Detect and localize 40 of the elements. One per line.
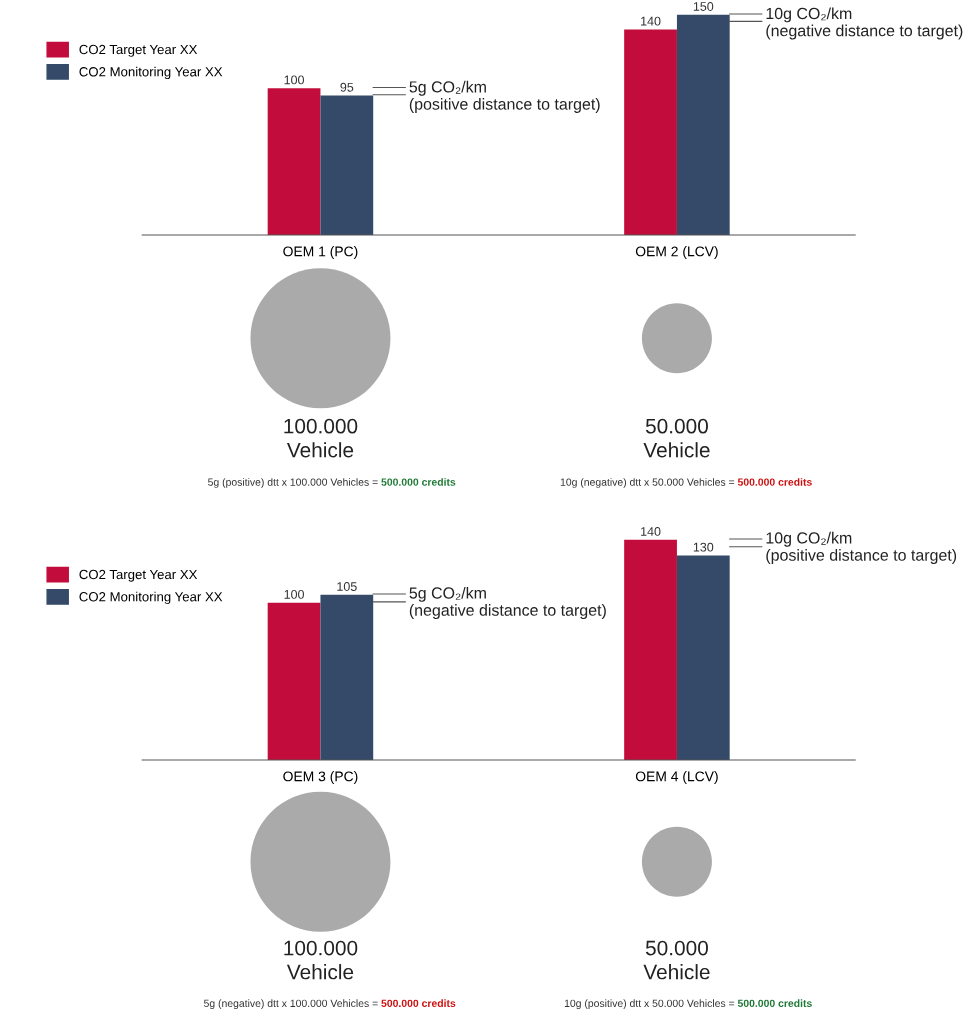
bar (624, 539, 677, 760)
data-label: 105 (337, 582, 357, 591)
text: 5g (positive) dtt x 100.000 Vehicles = (208, 478, 378, 488)
data-label: 100 (284, 75, 305, 85)
bar (320, 95, 374, 235)
bar (267, 602, 321, 760)
x-tick-label: OEM 2 (LCV) (635, 246, 718, 260)
bar (267, 88, 321, 235)
annotation: 5g CO₂/km (positive distance to target) (409, 80, 600, 113)
data-label: 140 (641, 527, 661, 536)
bar (624, 29, 677, 235)
text: 10g (negative) dtt x 50.000 Vehicles = (560, 478, 735, 488)
data-label: 140 (641, 16, 661, 26)
data-label: 130 (693, 542, 714, 552)
annotation: 5g CO₂/km (negative distance to target) (409, 586, 606, 620)
x-tick-label: OEM 4 (LCV) (635, 771, 718, 785)
text: 500.000 credits (381, 478, 456, 486)
bar (676, 555, 730, 760)
annotation: 10g CO₂/km (negative distance to target) (766, 7, 963, 40)
x-tick-label: OEM 1 (PC) (283, 246, 358, 260)
data-label: 100 (284, 589, 305, 599)
legend-label: CO2 Target Year XX (79, 44, 198, 57)
category-label: 50.000 Vehicle (643, 418, 710, 458)
category-label: 100.000 Vehicle (284, 940, 358, 980)
text: 5g (negative) dtt x 100.000 Vehicles = (203, 999, 378, 1010)
x-tick-label: OEM 3 (PC) (283, 771, 358, 785)
data-label: 95 (340, 82, 354, 92)
data-label: 150 (693, 2, 714, 11)
bar (320, 594, 374, 760)
legend-label: CO2 Target Year XX (79, 569, 198, 582)
text: 500.000 credits (737, 478, 812, 486)
annotation: 10g CO₂/km (positive distance to target) (766, 531, 957, 564)
category-label: 100.000 Vehicle (284, 418, 358, 458)
text: 500.000 credits (381, 999, 456, 1007)
text: 500.000 credits (737, 999, 812, 1007)
text: 10g (positive) dtt x 50.000 Vehicles = (564, 999, 735, 1010)
legend-label: CO2 Monitoring Year XX (79, 591, 223, 605)
bar (676, 14, 730, 235)
category-label: 50.000 Vehicle (643, 940, 710, 980)
legend-label: CO2 Monitoring Year XX (79, 66, 223, 80)
